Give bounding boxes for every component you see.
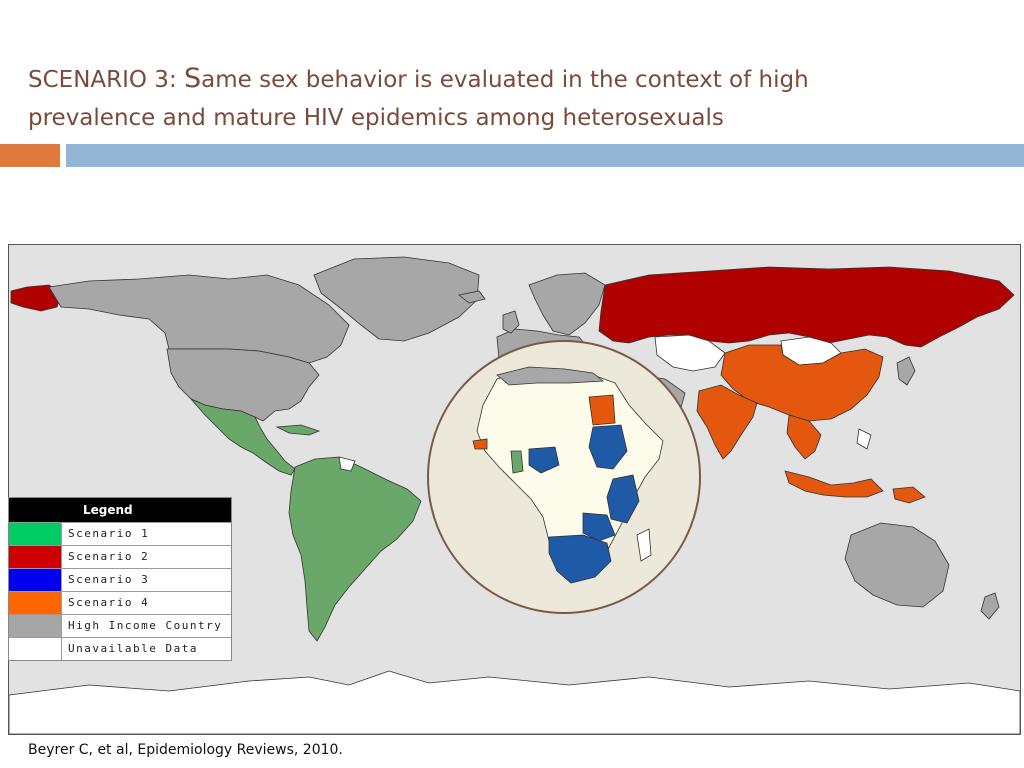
french-guiana-shape — [338, 456, 356, 472]
legend-item-scenario-3: Scenario 3 — [9, 568, 231, 591]
slide-title: SCENARIO 3: Same sex behavior is evaluat… — [28, 60, 988, 137]
title-line2: prevalence and mature HIV epidemics amon… — [28, 105, 724, 131]
greenland-shape — [313, 256, 480, 342]
iceland-shape — [458, 290, 486, 304]
antarctica-shape — [9, 670, 1020, 734]
indonesia-shape — [784, 470, 884, 498]
senegal-shape — [472, 438, 488, 450]
new-guinea-shape — [892, 486, 926, 504]
east-africa-shape — [606, 474, 640, 524]
legend-item-scenario-1: Scenario 1 — [9, 522, 231, 545]
legend-label-scenario-3: Scenario 3 — [68, 573, 150, 586]
legend-swatch-scenario-1 — [9, 523, 62, 545]
legend-label-unavailable: Unavailable Data — [68, 642, 198, 655]
south-america-shape — [288, 456, 422, 642]
southern-africa-shape — [548, 534, 612, 584]
kazakhstan-shape — [654, 334, 726, 372]
usa-shape — [166, 348, 320, 422]
legend-item-high-income: High Income Country — [9, 614, 231, 637]
alaska-shape — [10, 284, 62, 312]
philippines-shape — [856, 428, 872, 450]
accent-bar-blue — [66, 144, 1024, 167]
sudan-shape — [588, 424, 628, 470]
new-zealand-shape — [980, 592, 1000, 620]
accent-bar-orange — [0, 144, 60, 167]
legend-swatch-scenario-2 — [9, 546, 62, 568]
legend-label-scenario-2: Scenario 2 — [68, 550, 150, 563]
title-cap-letter: S — [184, 63, 202, 94]
legend-label-scenario-4: Scenario 4 — [68, 596, 150, 609]
legend-swatch-scenario-3 — [9, 569, 62, 591]
north-africa-grey-shape — [496, 366, 605, 386]
legend-swatch-unavailable — [9, 638, 62, 660]
legend-item-scenario-2: Scenario 2 — [9, 545, 231, 568]
title-line1-rest: ame sex behavior is evaluated in the con… — [201, 67, 809, 93]
nigeria-shape — [528, 446, 560, 474]
legend-label-scenario-1: Scenario 1 — [68, 527, 150, 540]
british-isles-shape — [502, 310, 520, 334]
india-shape — [696, 384, 758, 460]
egypt-shape — [588, 394, 616, 426]
scandinavia-shape — [528, 272, 606, 336]
citation: Beyrer C, et al, Epidemiology Reviews, 2… — [28, 742, 343, 758]
legend-title: Legend — [9, 498, 231, 522]
legend-label-high-income: High Income Country — [68, 619, 223, 632]
title-prefix: SCENARIO 3: — [28, 67, 185, 93]
legend-swatch-high-income — [9, 615, 62, 637]
legend-item-unavailable: Unavailable Data — [9, 637, 231, 660]
legend-swatch-scenario-4 — [9, 592, 62, 614]
caribbean-shape — [275, 424, 321, 436]
world-map — [8, 244, 1021, 735]
central-africa-shape — [582, 512, 616, 542]
southeast-asia-shape — [786, 414, 822, 460]
map-legend: Legend Scenario 1 Scenario 2 Scenario 3 … — [8, 497, 232, 661]
world-map-svg — [9, 256, 1020, 734]
madagascar-shape — [636, 528, 652, 562]
legend-item-scenario-4: Scenario 4 — [9, 591, 231, 614]
australia-shape — [844, 522, 950, 608]
russia-shape — [598, 266, 1015, 348]
japan-shape — [896, 356, 916, 386]
ghana-shape — [510, 450, 524, 474]
